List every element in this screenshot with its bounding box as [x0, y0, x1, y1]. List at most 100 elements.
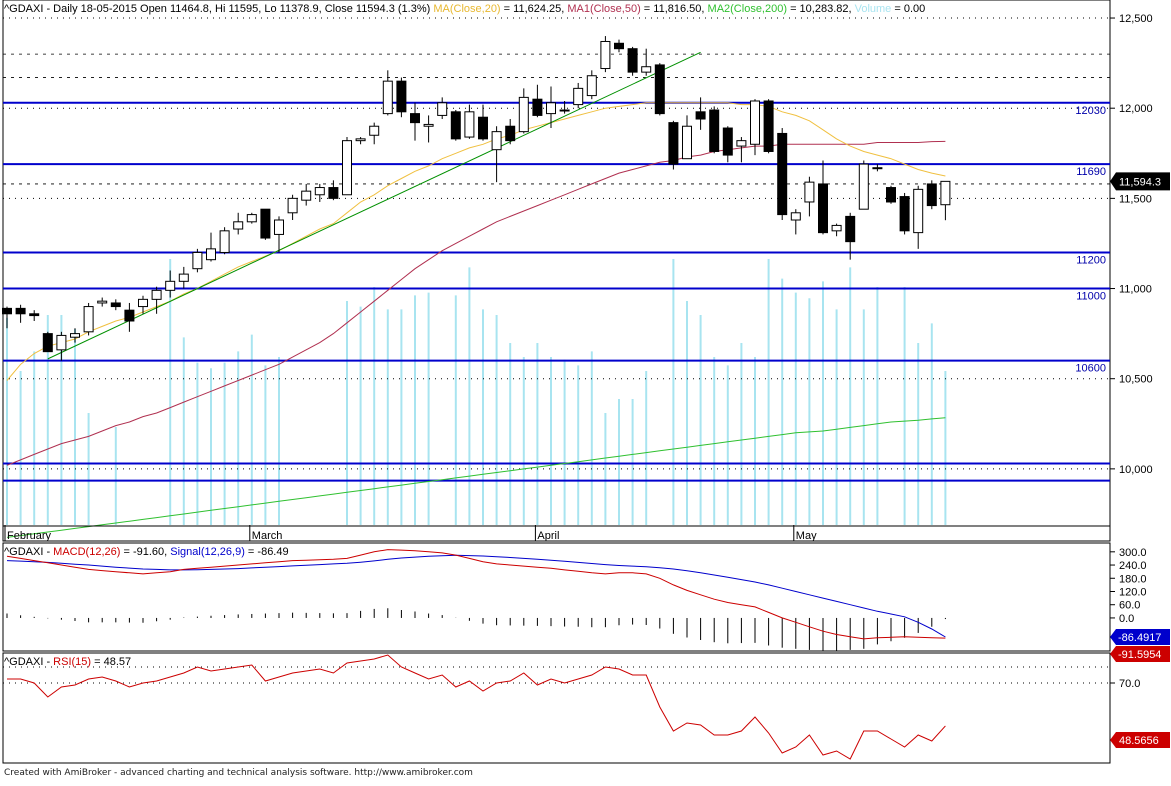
- footer-credit: Created with AmiBroker - advanced charti…: [4, 768, 473, 778]
- ma200-line: [6, 417, 946, 538]
- candle-body: [83, 306, 94, 333]
- price-axis-label: 11,000: [1119, 284, 1152, 296]
- support-line-label: 11200: [1076, 254, 1106, 266]
- macd-panel-header: ^GDAXI - MACD(12,26) = -91.60, Signal(12…: [4, 546, 289, 558]
- candle-body: [56, 334, 67, 351]
- candle-body: [505, 125, 516, 142]
- candle-body: [151, 289, 162, 300]
- candle-body: [709, 109, 720, 152]
- signal-marker-label: -86.4917: [1118, 632, 1161, 644]
- ma200-label: MA2(Close,200): [707, 3, 788, 15]
- candle-body: [777, 132, 788, 216]
- candle-body: [926, 183, 937, 207]
- candle-body: [858, 163, 869, 210]
- candle-body: [845, 215, 856, 243]
- header-symbol: ^GDAXI: [4, 3, 44, 15]
- candle-body: [410, 113, 420, 124]
- rsi-value-marker: [1110, 732, 1170, 748]
- candle-body: [369, 125, 380, 136]
- candle-body: [314, 187, 325, 196]
- candle-body: [478, 116, 488, 140]
- candle-body: [546, 102, 556, 115]
- price-panel-frame: [2, 0, 1111, 542]
- rsi-value: = 48.57: [91, 656, 132, 668]
- macd-axis-label: 60.0: [1119, 600, 1140, 612]
- signal-label: Signal(12,26,9): [170, 546, 245, 558]
- macd-axis-label: 120.0: [1119, 586, 1147, 598]
- macd-value-marker: [1110, 646, 1170, 663]
- candle-body: [722, 127, 733, 156]
- candle-body: [750, 100, 760, 145]
- candle-body: [763, 100, 774, 152]
- candle-body: [790, 212, 801, 221]
- volume-value: = 0.00: [891, 3, 926, 15]
- volume-label: Volume: [854, 3, 892, 15]
- candle-body: [940, 180, 951, 206]
- candle-body: [518, 96, 529, 133]
- candle-body: [668, 122, 679, 165]
- macd-axis-label: 240.0: [1119, 560, 1147, 572]
- candle-body: [260, 208, 271, 239]
- price-axis-label: 10,500: [1119, 374, 1153, 386]
- candle-body: [110, 302, 121, 308]
- candle-body: [246, 214, 257, 223]
- ma50-label: MA1(Close,50): [567, 3, 641, 15]
- candle-body: [886, 187, 896, 203]
- candle-body: [396, 80, 407, 113]
- candle-body: [695, 111, 706, 120]
- month-label: February: [7, 530, 52, 542]
- candle-body: [233, 221, 244, 230]
- ma50-line: [6, 140, 946, 466]
- candle-body: [70, 333, 80, 338]
- candle-body: [532, 98, 543, 116]
- signal-value-marker: [1110, 629, 1170, 646]
- candle-body: [97, 300, 108, 304]
- candle-body: [586, 75, 597, 97]
- candle-body: [464, 111, 475, 138]
- candle-body: [342, 140, 352, 196]
- candle-body: [627, 48, 638, 73]
- candle-body: [600, 40, 611, 70]
- candle-body: [654, 64, 665, 115]
- candle-body: [382, 80, 393, 115]
- rsi-panel-frame: [2, 652, 1111, 764]
- rsi-line: [7, 654, 946, 760]
- candle-body: [450, 111, 461, 140]
- candle-body: [831, 224, 842, 232]
- candle-body: [573, 87, 584, 106]
- macd-panel-frame: [2, 542, 1111, 652]
- candle-body: [15, 307, 26, 315]
- candle-body: [165, 280, 176, 291]
- candle-body: [287, 197, 298, 214]
- candle-body: [301, 190, 312, 201]
- candle-body: [804, 181, 815, 203]
- candle-body: [138, 298, 148, 308]
- rsi-panel-header: ^GDAXI - RSI(15) = 48.57: [4, 656, 131, 668]
- candle-body: [328, 187, 339, 199]
- signal-value: = -86.49: [244, 546, 289, 558]
- candle-body: [42, 333, 53, 353]
- price-axis-label: 10,000: [1119, 464, 1153, 476]
- candle-body: [355, 138, 366, 142]
- price-panel-header: ^GDAXI - Daily 18-05-2015 Open 11464.8, …: [4, 3, 925, 15]
- macd-label: MACD(12,26): [53, 546, 121, 558]
- support-line-label: 10600: [1075, 363, 1106, 375]
- candle-body: [872, 167, 883, 170]
- macd-value: = -91.60,: [120, 546, 171, 558]
- ma20-label: MA(Close,20): [433, 3, 501, 15]
- support-line-label: 11000: [1076, 291, 1106, 303]
- price-axis-label: 11,500: [1119, 193, 1152, 205]
- month-label: April: [537, 530, 559, 542]
- rsi-label: RSI(15): [53, 656, 92, 668]
- candle-body: [423, 123, 434, 127]
- macd-axis-label: 180.0: [1119, 573, 1147, 585]
- candle-body: [124, 309, 135, 322]
- candle-body: [913, 188, 924, 234]
- candle-body: [899, 196, 910, 232]
- candle-body: [219, 230, 230, 253]
- macd-line: [6, 549, 946, 640]
- candle-body: [274, 219, 284, 235]
- rsi-marker-label: 48.5656: [1119, 735, 1159, 747]
- candle-body: [818, 183, 828, 234]
- macd-axis-label: 300.0: [1119, 547, 1147, 559]
